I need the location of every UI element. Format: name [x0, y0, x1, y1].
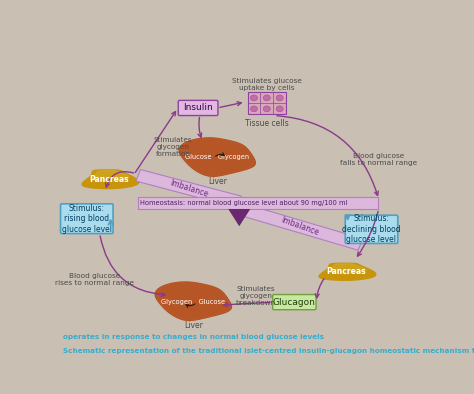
- Text: Insulin: Insulin: [183, 104, 213, 112]
- Circle shape: [263, 95, 270, 101]
- Polygon shape: [237, 203, 363, 250]
- Polygon shape: [136, 169, 241, 208]
- Text: Stimulus:
rising blood
glucose level: Stimulus: rising blood glucose level: [62, 204, 112, 234]
- Text: Blood glucose
rises to normal range: Blood glucose rises to normal range: [55, 273, 134, 286]
- Polygon shape: [91, 171, 129, 182]
- Text: Glucagon: Glucagon: [273, 297, 316, 307]
- Text: Imbalance: Imbalance: [280, 216, 320, 238]
- Text: Stimulates glucose
uptake by cells: Stimulates glucose uptake by cells: [232, 78, 302, 91]
- Polygon shape: [156, 282, 231, 320]
- Circle shape: [250, 106, 257, 112]
- Circle shape: [276, 106, 283, 112]
- FancyBboxPatch shape: [273, 295, 316, 310]
- Text: Tissue cells: Tissue cells: [245, 119, 289, 128]
- Polygon shape: [180, 138, 255, 176]
- Text: Pancreas: Pancreas: [326, 267, 365, 276]
- Polygon shape: [228, 209, 250, 226]
- Text: Glycogen   Glucose: Glycogen Glucose: [161, 299, 226, 305]
- Text: Glucose   Glycogen: Glucose Glycogen: [185, 154, 249, 160]
- Bar: [138, 197, 378, 209]
- Text: Pancreas: Pancreas: [89, 175, 128, 184]
- Text: Liver: Liver: [208, 177, 227, 186]
- Text: Schematic representation of the traditional islet-centred insulin-glucagon homeo: Schematic representation of the traditio…: [63, 348, 474, 354]
- FancyBboxPatch shape: [61, 204, 113, 234]
- Bar: [247, 93, 286, 114]
- FancyBboxPatch shape: [178, 100, 218, 115]
- Polygon shape: [328, 264, 366, 274]
- Text: Stimulates
glycogen
formation: Stimulates glycogen formation: [154, 138, 192, 157]
- Circle shape: [263, 106, 270, 112]
- Text: Homeostasis: normal blood glucose level about 90 mg/100 ml: Homeostasis: normal blood glucose level …: [140, 200, 347, 206]
- Polygon shape: [179, 138, 255, 176]
- Text: Stimulus:
declining blood
glucose level: Stimulus: declining blood glucose level: [342, 214, 401, 244]
- Polygon shape: [155, 282, 231, 320]
- Text: operates in response to changes in normal blood glucose levels: operates in response to changes in norma…: [63, 334, 324, 340]
- Text: Stimulates
glycogen
breakdown: Stimulates glycogen breakdown: [236, 286, 276, 306]
- FancyBboxPatch shape: [345, 215, 398, 243]
- Polygon shape: [319, 263, 376, 280]
- Text: Liver: Liver: [184, 321, 203, 330]
- Polygon shape: [82, 170, 139, 189]
- Text: Imbalance: Imbalance: [168, 178, 209, 199]
- Circle shape: [276, 95, 283, 101]
- Circle shape: [250, 95, 257, 101]
- Text: Blood glucose
falls to normal range: Blood glucose falls to normal range: [340, 153, 418, 166]
